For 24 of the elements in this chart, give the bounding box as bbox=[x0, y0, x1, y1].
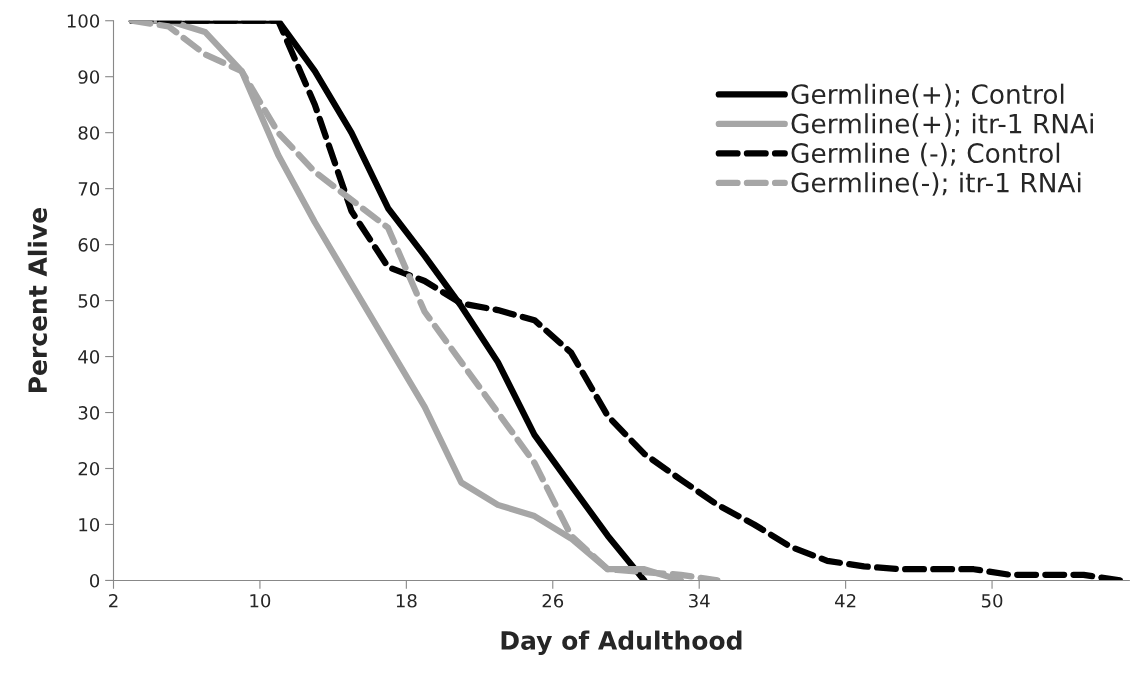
x-tick-label: 50 bbox=[981, 593, 1003, 608]
y-tick-label: 60 bbox=[78, 238, 100, 252]
x-tick-label: 26 bbox=[542, 593, 564, 608]
y-tick-label: 10 bbox=[79, 517, 100, 532]
y-tick-label: 40 bbox=[78, 350, 100, 364]
y-tick-label: 100 bbox=[67, 14, 100, 28]
legend-label: Germline(+); Control bbox=[791, 83, 1064, 108]
y-tick-label: 70 bbox=[78, 182, 100, 196]
x-tick-label: 2 bbox=[109, 593, 118, 608]
x-tick-label: 18 bbox=[396, 593, 417, 608]
legend-label: Germline(-); itr-1 RNAi bbox=[791, 172, 1081, 196]
y-tick-label: 80 bbox=[78, 126, 100, 140]
y-tick-label: 90 bbox=[78, 70, 100, 84]
x-tick-label: 10 bbox=[250, 593, 271, 608]
y-tick-label: 0 bbox=[90, 573, 100, 588]
y-tick-label: 20 bbox=[78, 461, 100, 476]
y-tick-label: 50 bbox=[78, 294, 100, 308]
x-tick-label: 42 bbox=[835, 593, 856, 608]
y-axis-title: Percent Alive bbox=[27, 208, 48, 393]
legend-label: Germline(+); itr-1 RNAi bbox=[791, 113, 1093, 137]
legend-label: Germline (-); Control bbox=[791, 142, 1060, 167]
y-tick-label: 30 bbox=[78, 405, 100, 420]
x-axis-title: Day of Adulthood bbox=[501, 630, 742, 655]
x-tick-label: 34 bbox=[689, 593, 710, 608]
